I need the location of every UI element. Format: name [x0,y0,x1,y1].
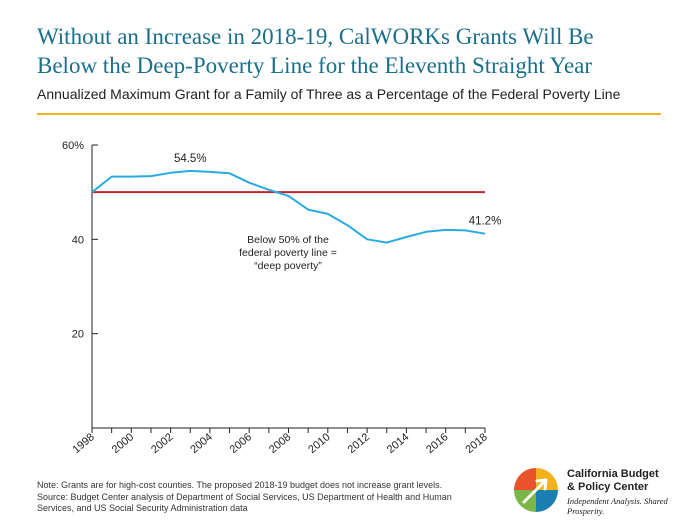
chart-marks [91,169,486,244]
note-line-1: Note: Grants are for high-cost counties.… [37,480,443,490]
chart-title: Without an Increase in 2018-19, CalWORKs… [37,22,677,80]
chart-title-line2: Below the Deep-Poverty Line for the Elev… [37,53,593,78]
x-tick-label: 2000 [110,431,136,456]
y-tick-label: 40 [72,234,84,246]
data-label: 41.2% [469,216,502,228]
x-tick-label: 2014 [385,431,411,456]
cbpc-logo-mark-icon [514,468,558,512]
logo-name-line1: California Budget [567,468,659,480]
chart-axes: 20 40 60% 1998 2000 2002 2004 2006 2008 2010 2012 2… [62,140,490,456]
logo-name-line2: & Policy Center [567,481,649,493]
note-line-3: Services, and US Social Security Adminis… [37,503,248,513]
deep-poverty-annotation: “deep poverty” [254,260,322,272]
x-tick-label: 1998 [70,431,96,456]
x-tick-label: 2004 [188,431,214,456]
chart-note: Note: Grants are for high-cost counties.… [37,480,507,515]
y-tick-label: 20 [72,329,84,341]
note-line-2: Source: Budget Center analysis of Depart… [37,491,452,502]
x-tick-label: 2006 [228,431,254,456]
x-tick-label: 2018 [463,431,489,456]
data-label: 54.5% [174,153,207,165]
line-chart: 20 40 60% 1998 2000 2002 2004 2006 2008 2010 2012 2… [62,140,501,456]
y-tick-label: 60% [62,140,84,152]
cbpc-logo-text: California Budget & Policy Center Indepe… [567,468,690,516]
deep-poverty-annotation: federal poverty line = [239,247,337,259]
x-tick-label: 2008 [267,431,293,456]
x-tick-label: 2010 [306,431,332,456]
cbpc-logo: California Budget & Policy Center Indepe… [510,462,690,518]
x-tick-label: 2012 [346,431,372,456]
chart-title-line1: Without an Increase in 2018-19, CalWORKs… [37,24,594,49]
grant-series-line [91,169,486,244]
title-divider [37,113,661,115]
chart-subtitle: Annualized Maximum Grant for a Family of… [37,86,621,102]
x-tick-label: 2016 [424,431,450,456]
x-tick-label: 2002 [149,431,175,456]
deep-poverty-annotation: Below 50% of the [247,234,329,246]
logo-tagline: Independent Analysis. Shared Prosperity. [567,496,668,516]
